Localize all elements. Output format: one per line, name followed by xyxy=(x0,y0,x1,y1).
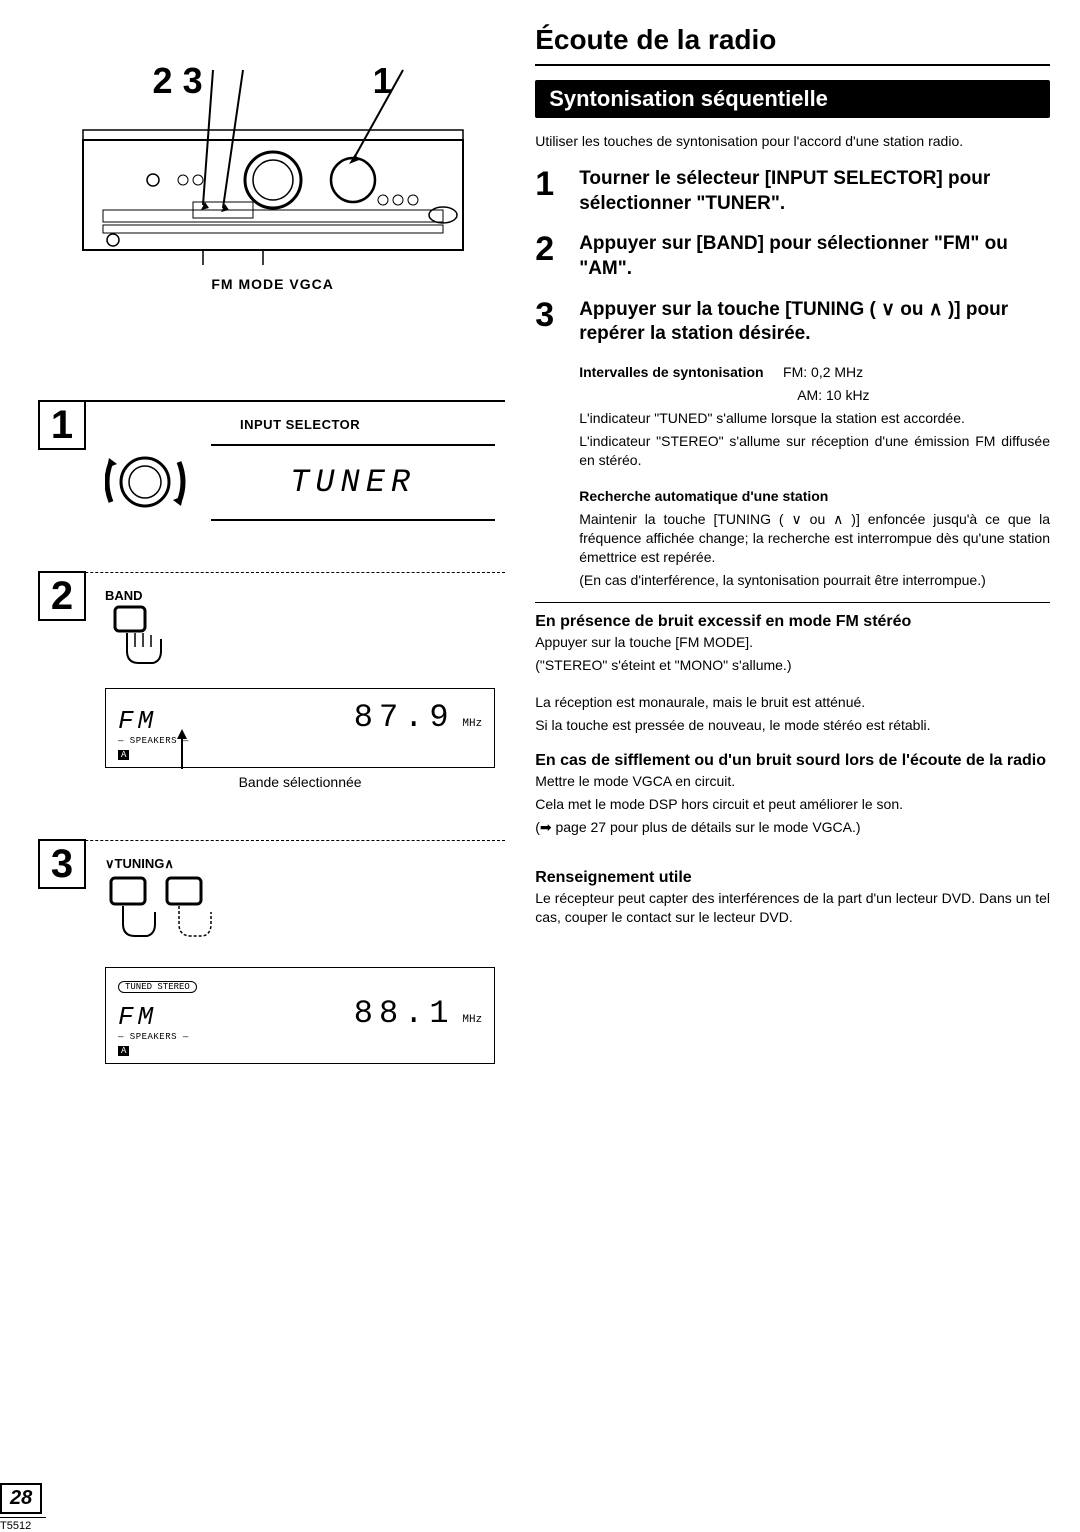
step3-tuned-stereo: TUNED STEREO xyxy=(118,981,197,993)
page-number: 28 xyxy=(0,1483,42,1514)
intervals-block: Intervalles de syntonisation FM: 0,2 MHz… xyxy=(579,363,1050,590)
tuned-indicator-text: L'indicateur "TUNED" s'allume lorsque la… xyxy=(579,409,1050,428)
auto-search-body1: Maintenir la touche [TUNING ( ∨ ou ∧ )] … xyxy=(579,510,1050,567)
hiss-body2: Cela met le mode DSP hors circuit et peu… xyxy=(535,795,1050,814)
intro-text: Utiliser les touches de syntonisation po… xyxy=(535,132,1050,151)
step3-unit: MHz xyxy=(462,1014,482,1026)
step2-freq: 87.9 xyxy=(354,699,455,736)
callout-numbers: 2 3 1 xyxy=(40,60,505,102)
step3-freq: 88.1 xyxy=(354,995,455,1032)
left-column: 2 3 1 xyxy=(40,20,505,1506)
input-selector-knob-icon xyxy=(105,442,195,522)
right-step2-head: Appuyer sur [BAND] pour sélectionner "FM… xyxy=(579,232,1050,281)
step3-display: TUNED STEREO FM 88.1 MHz — SPEAKERS — A xyxy=(105,967,495,1064)
subtitle-bar: Syntonisation séquentielle xyxy=(535,80,1050,118)
intervals-label: Intervalles de syntonisation xyxy=(579,364,763,380)
noise-head: En présence de bruit excessif en mode FM… xyxy=(535,613,1050,631)
step2-number: 2 xyxy=(38,571,86,621)
step3-label: ∨TUNING∧ xyxy=(105,856,495,872)
right-step1-num: 1 xyxy=(535,167,565,216)
right-step1: 1 Tourner le sélecteur [INPUT SELECTOR] … xyxy=(535,167,1050,216)
right-step3-head: Appuyer sur la touche [TUNING ( ∨ ou ∧ )… xyxy=(579,298,1050,347)
auto-search-body2: (En cas d'interférence, la syntonisation… xyxy=(579,571,1050,590)
right-step3-num: 3 xyxy=(535,298,565,347)
noise-body2: ("STEREO" s'éteint et "MONO" s'allume.) xyxy=(535,656,1050,675)
right-step2-num: 2 xyxy=(535,232,565,281)
right-step3: 3 Appuyer sur la touche [TUNING ( ∨ ou ∧… xyxy=(535,298,1050,347)
step1-panel: 1 INPUT SELECTOR TUNER xyxy=(40,400,505,542)
noise-body1: Appuyer sur la touche [FM MODE]. xyxy=(535,633,1050,652)
step2-speaker-a: A xyxy=(118,750,129,760)
hint-body: Le récepteur peut capter des interférenc… xyxy=(535,889,1050,927)
main-title: Écoute de la radio xyxy=(535,20,1050,66)
intervals-am: AM: 10 kHz xyxy=(579,386,1050,405)
hiss-head: En cas de sifflement ou d'un bruit sourd… xyxy=(535,752,1050,770)
step3-band: FM xyxy=(118,1002,157,1032)
step2-display: FM 87.9 MHz — SPEAKERS — A xyxy=(105,688,495,768)
footer-code: T5512 xyxy=(0,1517,46,1532)
step2-label: BAND xyxy=(105,588,495,603)
right-step2: 2 Appuyer sur [BAND] pour sélectionner "… xyxy=(535,232,1050,281)
step2-unit: MHz xyxy=(462,718,482,730)
right-step1-head: Tourner le sélecteur [INPUT SELECTOR] po… xyxy=(579,167,1050,216)
band-button-hand-icon xyxy=(105,603,175,673)
stereo-indicator-text: L'indicateur "STEREO" s'allume sur récep… xyxy=(579,432,1050,470)
step3-number: 3 xyxy=(38,839,86,889)
step2-caption: Bande sélectionnée xyxy=(105,774,495,790)
step1-display: TUNER xyxy=(211,464,495,501)
step3-panel: 3 ∨TUNING∧ TUNED STEREO FM 88.1 MHz xyxy=(40,840,505,1090)
step3-speaker-a: A xyxy=(118,1046,129,1056)
step2-speakers: — SPEAKERS — xyxy=(118,736,482,746)
callout-1: 1 xyxy=(373,60,393,101)
device-illustration: 2 3 1 xyxy=(40,60,505,370)
callout-23: 2 3 xyxy=(153,60,203,101)
step2-band: FM xyxy=(118,706,157,736)
noise-body3: La réception est monaurale, mais le brui… xyxy=(535,693,1050,712)
noise-body4: Si la touche est pressée de nouveau, le … xyxy=(535,716,1050,735)
auto-search-head: Recherche automatique d'une station xyxy=(579,487,1050,506)
intervals-fm: FM: 0,2 MHz xyxy=(783,364,863,380)
step1-number: 1 xyxy=(38,400,86,450)
arrow-up-icon xyxy=(176,729,188,769)
tuning-buttons-hand-icon xyxy=(105,872,235,952)
step1-label: INPUT SELECTOR xyxy=(105,417,495,432)
step3-speakers: — SPEAKERS — xyxy=(118,1032,482,1042)
device-labels: FM MODE VGCA xyxy=(40,276,505,292)
hint-head: Renseignement utile xyxy=(535,869,1050,887)
hiss-body1: Mettre le mode VGCA en circuit. xyxy=(535,772,1050,791)
hiss-body3: (➡ page 27 pour plus de détails sur le m… xyxy=(535,818,1050,837)
divider-1 xyxy=(535,602,1050,603)
step2-panel: 2 BAND FM 87.9 MHz xyxy=(40,572,505,810)
right-column: Écoute de la radio Syntonisation séquent… xyxy=(525,20,1050,1506)
